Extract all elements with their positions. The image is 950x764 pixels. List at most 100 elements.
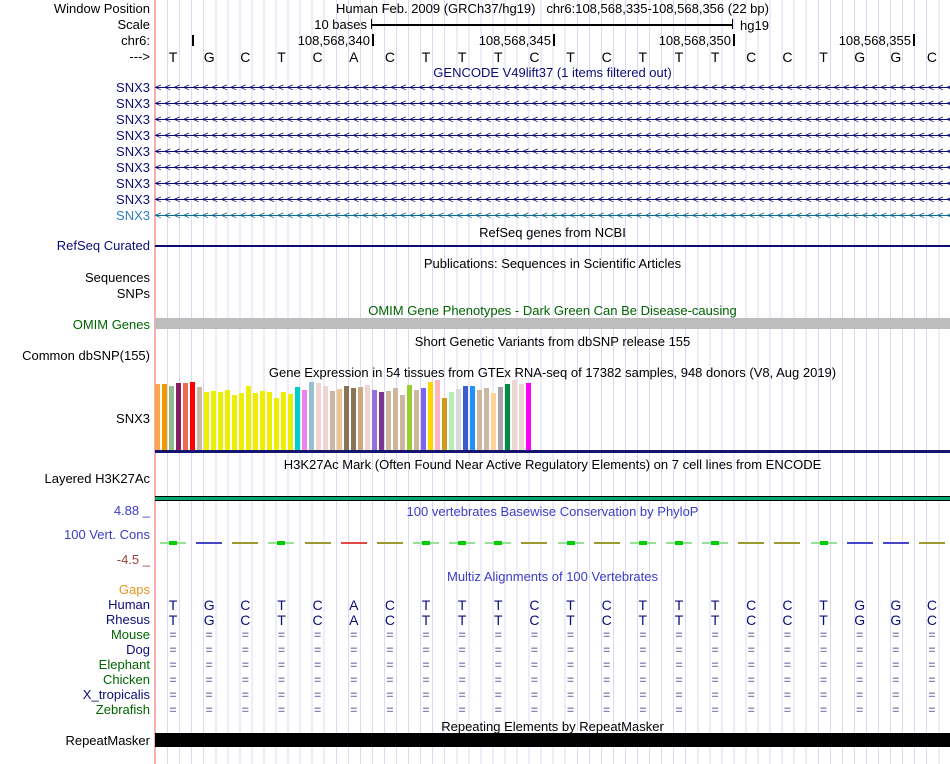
conservation-track-label[interactable]: 100 Vert. Cons: [64, 527, 150, 542]
alignment-gap: =: [892, 688, 900, 702]
ruler-tick-label: 108,568,355: [838, 33, 911, 48]
gtex-bar: [211, 391, 216, 450]
sequences-label[interactable]: Sequences: [84, 270, 150, 285]
alignment-gap: =: [783, 673, 791, 687]
conservation-mark: [593, 542, 620, 544]
conservation-mark-peak: [674, 541, 683, 545]
multiz-alignment-row[interactable]: = = = = = = = = = = = = = = = = = = = = = =: [155, 643, 950, 657]
alignment-base: G: [203, 597, 215, 613]
multiz-species-label[interactable]: Dog: [126, 642, 150, 657]
alignment-gap: =: [928, 658, 936, 672]
alignment-gap: =: [458, 688, 466, 702]
gencode-transcript-label[interactable]: SNX3: [116, 160, 150, 175]
gencode-transcript-label[interactable]: SNX3: [116, 80, 150, 95]
repeatmasker-element-bar[interactable]: [155, 733, 950, 747]
snps-label[interactable]: SNPs: [116, 286, 150, 301]
gtex-bar: [358, 387, 363, 450]
multiz-species-label[interactable]: Mouse: [110, 627, 150, 642]
alignment-gap: =: [350, 643, 358, 657]
alignment-gap: =: [205, 688, 213, 702]
conservation-mark-peak: [711, 541, 720, 545]
alignment-base: T: [566, 597, 575, 613]
gtex-bar: [421, 388, 426, 450]
alignment-gap: =: [567, 688, 575, 702]
gencode-transcript-row[interactable]: <<<<<<<<<<<<<<<<<<<<<<<<<<<<<<<<<<<<<<<<…: [155, 96, 950, 112]
gtex-bar: [246, 386, 251, 450]
alignment-gap: =: [639, 643, 647, 657]
refseq-curated-label[interactable]: RefSeq Curated: [56, 238, 150, 253]
alignment-gap: =: [169, 673, 177, 687]
alignment-base: C: [312, 597, 323, 613]
gtex-bar: [505, 384, 510, 450]
gencode-transcript-label[interactable]: SNX3: [116, 192, 150, 207]
alignment-gap: =: [820, 703, 828, 717]
alignment-gap: =: [675, 673, 683, 687]
multiz-alignment-row[interactable]: = = = = = = = = = = = = = = = = = = = = = =: [155, 628, 950, 642]
multiz-gaps-label[interactable]: Gaps: [118, 582, 150, 597]
gencode-transcript-row[interactable]: <<<<<<<<<<<<<<<<<<<<<<<<<<<<<<<<<<<<<<<<…: [155, 208, 950, 224]
gtex-bar-chart[interactable]: [155, 378, 555, 450]
alignment-gap: =: [314, 643, 322, 657]
alignment-gap: =: [169, 703, 177, 717]
gencode-transcript-row[interactable]: <<<<<<<<<<<<<<<<<<<<<<<<<<<<<<<<<<<<<<<<…: [155, 160, 950, 176]
alignment-base: C: [926, 612, 937, 628]
gtex-bar: [379, 392, 384, 450]
multiz-alignment-row[interactable]: = = = = = = = = = = = = = = = = = = = = = =: [155, 703, 950, 717]
gencode-transcript-row[interactable]: <<<<<<<<<<<<<<<<<<<<<<<<<<<<<<<<<<<<<<<<…: [155, 176, 950, 192]
gencode-transcript-row[interactable]: <<<<<<<<<<<<<<<<<<<<<<<<<<<<<<<<<<<<<<<<…: [155, 128, 950, 144]
gtex-track-title: Gene Expression in 54 tissues from GTEx …: [268, 365, 837, 380]
conservation-mark: [376, 542, 403, 544]
alignment-base: T: [494, 612, 503, 628]
alignment-gap: =: [928, 673, 936, 687]
gencode-transcript-row[interactable]: <<<<<<<<<<<<<<<<<<<<<<<<<<<<<<<<<<<<<<<<…: [155, 192, 950, 208]
gtex-bar: [197, 387, 202, 450]
multiz-species-label[interactable]: Chicken: [103, 672, 150, 687]
omim-genes-label[interactable]: OMIM Genes: [72, 317, 150, 332]
ruler-tick-label: 108,568,345: [478, 33, 551, 48]
alignment-gap: =: [241, 643, 249, 657]
refseq-gene-line[interactable]: [155, 245, 950, 247]
repeatmasker-label[interactable]: RepeatMasker: [65, 733, 150, 748]
alignment-base: T: [421, 612, 431, 628]
alignment-gap: =: [783, 688, 791, 702]
alignment-gap: =: [205, 703, 213, 717]
gencode-transcript-row[interactable]: <<<<<<<<<<<<<<<<<<<<<<<<<<<<<<<<<<<<<<<<…: [155, 144, 950, 160]
alignment-gap: =: [856, 688, 864, 702]
base-letter: C: [312, 49, 323, 65]
gtex-bar: [218, 392, 223, 450]
multiz-species-label[interactable]: Human: [108, 597, 150, 612]
multiz-alignment-row[interactable]: = = = = = = = = = = = = = = = = = = = = = =: [155, 673, 950, 687]
gencode-transcript-row[interactable]: <<<<<<<<<<<<<<<<<<<<<<<<<<<<<<<<<<<<<<<<…: [155, 112, 950, 128]
multiz-species-label[interactable]: Rhesus: [105, 612, 150, 627]
multiz-species-label[interactable]: Elephant: [98, 657, 150, 672]
gencode-transcript-label[interactable]: SNX3: [116, 208, 150, 223]
dbsnp-label[interactable]: Common dbSNP(155): [22, 348, 150, 363]
alignment-base: C: [601, 612, 612, 628]
multiz-species-label[interactable]: X_tropicalis: [82, 687, 150, 702]
gencode-transcript-label[interactable]: SNX3: [116, 96, 150, 111]
multiz-species-label[interactable]: Zebrafish: [95, 702, 150, 717]
alignment-gap: =: [856, 703, 864, 717]
gtex-gene-label[interactable]: SNX3: [116, 411, 150, 426]
h3k27ac-label[interactable]: Layered H3K27Ac: [44, 471, 150, 486]
gencode-transcript-label[interactable]: SNX3: [116, 128, 150, 143]
multiz-alignment-row[interactable]: = = = = = = = = = = = = = = = = = = = = = =: [155, 658, 950, 672]
multiz-alignment-row[interactable]: = = = = = = = = = = = = = = = = = = = = = =: [155, 688, 950, 702]
omim-gene-bar[interactable]: [155, 318, 950, 329]
conservation-mark: [340, 542, 367, 544]
gencode-transcript-label[interactable]: SNX3: [116, 176, 150, 191]
gtex-baseline: [155, 450, 950, 453]
base-letter: T: [674, 49, 684, 65]
gencode-transcript-row[interactable]: <<<<<<<<<<<<<<<<<<<<<<<<<<<<<<<<<<<<<<<<…: [155, 80, 950, 96]
alignment-gap: =: [603, 703, 611, 717]
gencode-transcript-label[interactable]: SNX3: [116, 144, 150, 159]
gencode-transcript-label[interactable]: SNX3: [116, 112, 150, 127]
gtex-bar: [365, 385, 370, 450]
conservation-mark-peak: [494, 541, 503, 545]
gtex-bar: [204, 392, 209, 450]
alignment-gap: =: [675, 628, 683, 642]
scale-label: Scale: [117, 17, 150, 32]
